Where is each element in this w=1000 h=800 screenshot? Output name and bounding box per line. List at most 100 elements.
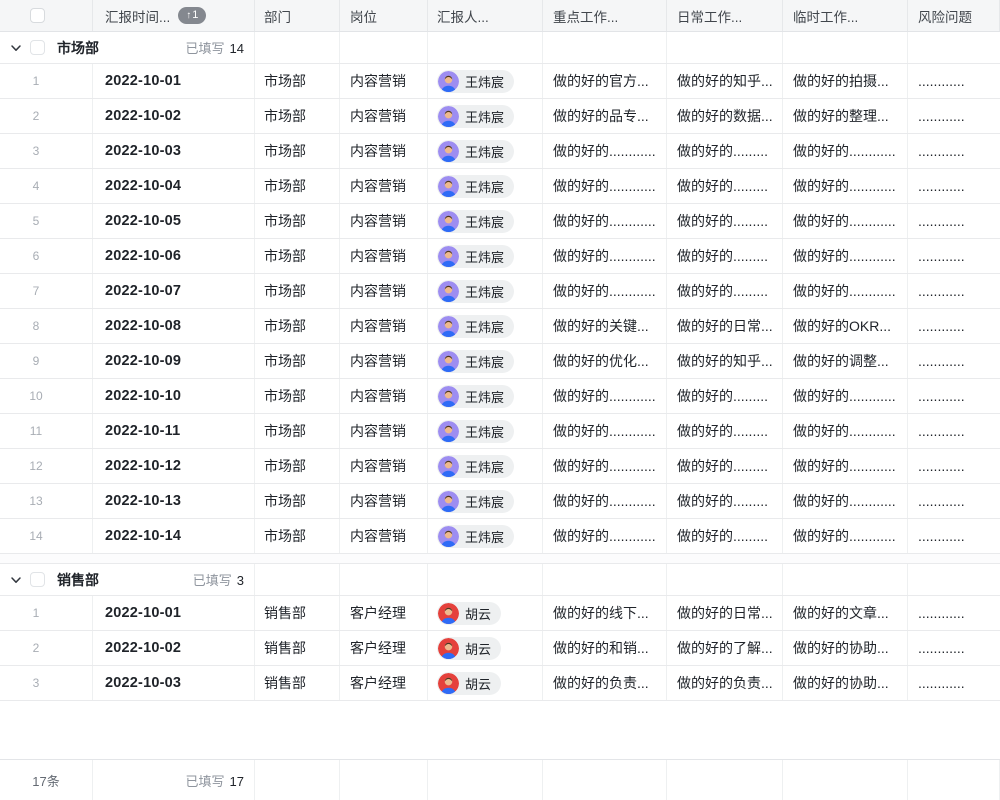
person-chip[interactable]: 王炜宸 bbox=[437, 104, 515, 128]
cell-temp-work[interactable]: 做的好的整理... bbox=[783, 99, 908, 133]
cell-temp-work[interactable]: 做的好的OKR... bbox=[783, 309, 908, 343]
cell-department[interactable]: 市场部 bbox=[255, 99, 340, 133]
cell-date[interactable]: 2022-10-10 bbox=[93, 379, 255, 413]
cell-reporter[interactable]: 王炜宸 bbox=[428, 414, 543, 448]
cell-risk[interactable]: ............ bbox=[908, 274, 1000, 308]
cell-date[interactable]: 2022-10-03 bbox=[93, 134, 255, 168]
cell-row-number[interactable]: 14 bbox=[0, 519, 93, 553]
cell-date[interactable]: 2022-10-11 bbox=[93, 414, 255, 448]
cell-position[interactable]: 内容营销 bbox=[340, 414, 428, 448]
person-chip[interactable]: 王炜宸 bbox=[437, 419, 515, 443]
cell-department[interactable]: 市场部 bbox=[255, 274, 340, 308]
person-chip[interactable]: 王炜宸 bbox=[437, 489, 515, 513]
cell-position[interactable]: 内容营销 bbox=[340, 274, 428, 308]
cell-position[interactable]: 内容营销 bbox=[340, 169, 428, 203]
cell-daily-work[interactable]: 做的好的知乎... bbox=[667, 344, 783, 378]
cell-reporter[interactable]: 王炜宸 bbox=[428, 204, 543, 238]
cell-department[interactable]: 市场部 bbox=[255, 519, 340, 553]
cell-reporter[interactable]: 王炜宸 bbox=[428, 169, 543, 203]
cell-key-work[interactable]: 做的好的............ bbox=[543, 449, 667, 483]
cell-row-number[interactable]: 1 bbox=[0, 64, 93, 98]
group-checkbox[interactable] bbox=[30, 572, 45, 587]
column-header-temp-work[interactable]: 临时工作... bbox=[783, 0, 908, 31]
cell-position[interactable]: 内容营销 bbox=[340, 379, 428, 413]
cell-temp-work[interactable]: 做的好的............ bbox=[783, 449, 908, 483]
column-header-date[interactable]: 汇报时间... ↑ 1 bbox=[93, 0, 255, 31]
column-header-daily-work[interactable]: 日常工作... bbox=[667, 0, 783, 31]
person-chip[interactable]: 王炜宸 bbox=[437, 139, 515, 163]
cell-daily-work[interactable]: 做的好的......... bbox=[667, 519, 783, 553]
cell-date[interactable]: 2022-10-07 bbox=[93, 274, 255, 308]
cell-position[interactable]: 内容营销 bbox=[340, 134, 428, 168]
cell-key-work[interactable]: 做的好的............ bbox=[543, 274, 667, 308]
cell-date[interactable]: 2022-10-14 bbox=[93, 519, 255, 553]
cell-position[interactable]: 客户经理 bbox=[340, 631, 428, 665]
select-all-checkbox[interactable] bbox=[30, 8, 45, 23]
cell-reporter[interactable]: 胡云 bbox=[428, 596, 543, 630]
cell-row-number[interactable]: 4 bbox=[0, 169, 93, 203]
footer-cell[interactable] bbox=[543, 760, 667, 800]
cell-risk[interactable]: ............ bbox=[908, 666, 1000, 700]
cell-temp-work[interactable]: 做的好的文章... bbox=[783, 596, 908, 630]
sort-badge[interactable]: ↑ 1 bbox=[178, 7, 207, 24]
cell-department[interactable]: 市场部 bbox=[255, 484, 340, 518]
cell-risk[interactable]: ............ bbox=[908, 379, 1000, 413]
person-chip[interactable]: 王炜宸 bbox=[437, 69, 515, 93]
cell-position[interactable]: 内容营销 bbox=[340, 484, 428, 518]
cell-date[interactable]: 2022-10-06 bbox=[93, 239, 255, 273]
cell-key-work[interactable]: 做的好的............ bbox=[543, 484, 667, 518]
chevron-down-icon[interactable] bbox=[10, 42, 22, 54]
cell-key-work[interactable]: 做的好的............ bbox=[543, 519, 667, 553]
cell-daily-work[interactable]: 做的好的知乎... bbox=[667, 64, 783, 98]
person-chip[interactable]: 胡云 bbox=[437, 636, 502, 660]
cell-risk[interactable]: ............ bbox=[908, 631, 1000, 665]
cell-department[interactable]: 市场部 bbox=[255, 449, 340, 483]
cell-reporter[interactable]: 王炜宸 bbox=[428, 449, 543, 483]
cell-position[interactable]: 内容营销 bbox=[340, 64, 428, 98]
cell-position[interactable]: 内容营销 bbox=[340, 449, 428, 483]
cell-risk[interactable]: ............ bbox=[908, 99, 1000, 133]
cell-daily-work[interactable]: 做的好的......... bbox=[667, 414, 783, 448]
cell-row-number[interactable]: 2 bbox=[0, 99, 93, 133]
footer-cell[interactable] bbox=[428, 760, 543, 800]
person-chip[interactable]: 王炜宸 bbox=[437, 209, 515, 233]
cell-key-work[interactable]: 做的好的品专... bbox=[543, 99, 667, 133]
cell-department[interactable]: 市场部 bbox=[255, 379, 340, 413]
person-chip[interactable]: 王炜宸 bbox=[437, 244, 515, 268]
cell-reporter[interactable]: 王炜宸 bbox=[428, 64, 543, 98]
cell-daily-work[interactable]: 做的好的日常... bbox=[667, 309, 783, 343]
cell-department[interactable]: 市场部 bbox=[255, 134, 340, 168]
footer-cell[interactable] bbox=[908, 760, 1000, 800]
cell-department[interactable]: 销售部 bbox=[255, 666, 340, 700]
cell-row-number[interactable]: 10 bbox=[0, 379, 93, 413]
cell-row-number[interactable]: 2 bbox=[0, 631, 93, 665]
person-chip[interactable]: 王炜宸 bbox=[437, 454, 515, 478]
cell-date[interactable]: 2022-10-01 bbox=[93, 64, 255, 98]
cell-row-number[interactable]: 11 bbox=[0, 414, 93, 448]
footer-cell[interactable] bbox=[667, 760, 783, 800]
group-checkbox[interactable] bbox=[30, 40, 45, 55]
person-chip[interactable]: 王炜宸 bbox=[437, 279, 515, 303]
cell-daily-work[interactable]: 做的好的......... bbox=[667, 134, 783, 168]
cell-department[interactable]: 销售部 bbox=[255, 631, 340, 665]
column-header-position[interactable]: 岗位 bbox=[340, 0, 428, 31]
group-header-cell[interactable]: 销售部 已填写 3 bbox=[0, 564, 255, 595]
footer-cell[interactable] bbox=[783, 760, 908, 800]
cell-row-number[interactable]: 7 bbox=[0, 274, 93, 308]
cell-daily-work[interactable]: 做的好的......... bbox=[667, 449, 783, 483]
cell-risk[interactable]: ............ bbox=[908, 344, 1000, 378]
cell-position[interactable]: 内容营销 bbox=[340, 309, 428, 343]
cell-row-number[interactable]: 12 bbox=[0, 449, 93, 483]
cell-date[interactable]: 2022-10-08 bbox=[93, 309, 255, 343]
cell-row-number[interactable]: 3 bbox=[0, 666, 93, 700]
cell-date[interactable]: 2022-10-12 bbox=[93, 449, 255, 483]
cell-date[interactable]: 2022-10-03 bbox=[93, 666, 255, 700]
person-chip[interactable]: 王炜宸 bbox=[437, 384, 515, 408]
cell-temp-work[interactable]: 做的好的调整... bbox=[783, 344, 908, 378]
cell-risk[interactable]: ............ bbox=[908, 449, 1000, 483]
person-chip[interactable]: 王炜宸 bbox=[437, 349, 515, 373]
person-chip[interactable]: 胡云 bbox=[437, 671, 502, 695]
cell-key-work[interactable]: 做的好的和销... bbox=[543, 631, 667, 665]
cell-daily-work[interactable]: 做的好的日常... bbox=[667, 596, 783, 630]
cell-department[interactable]: 市场部 bbox=[255, 64, 340, 98]
